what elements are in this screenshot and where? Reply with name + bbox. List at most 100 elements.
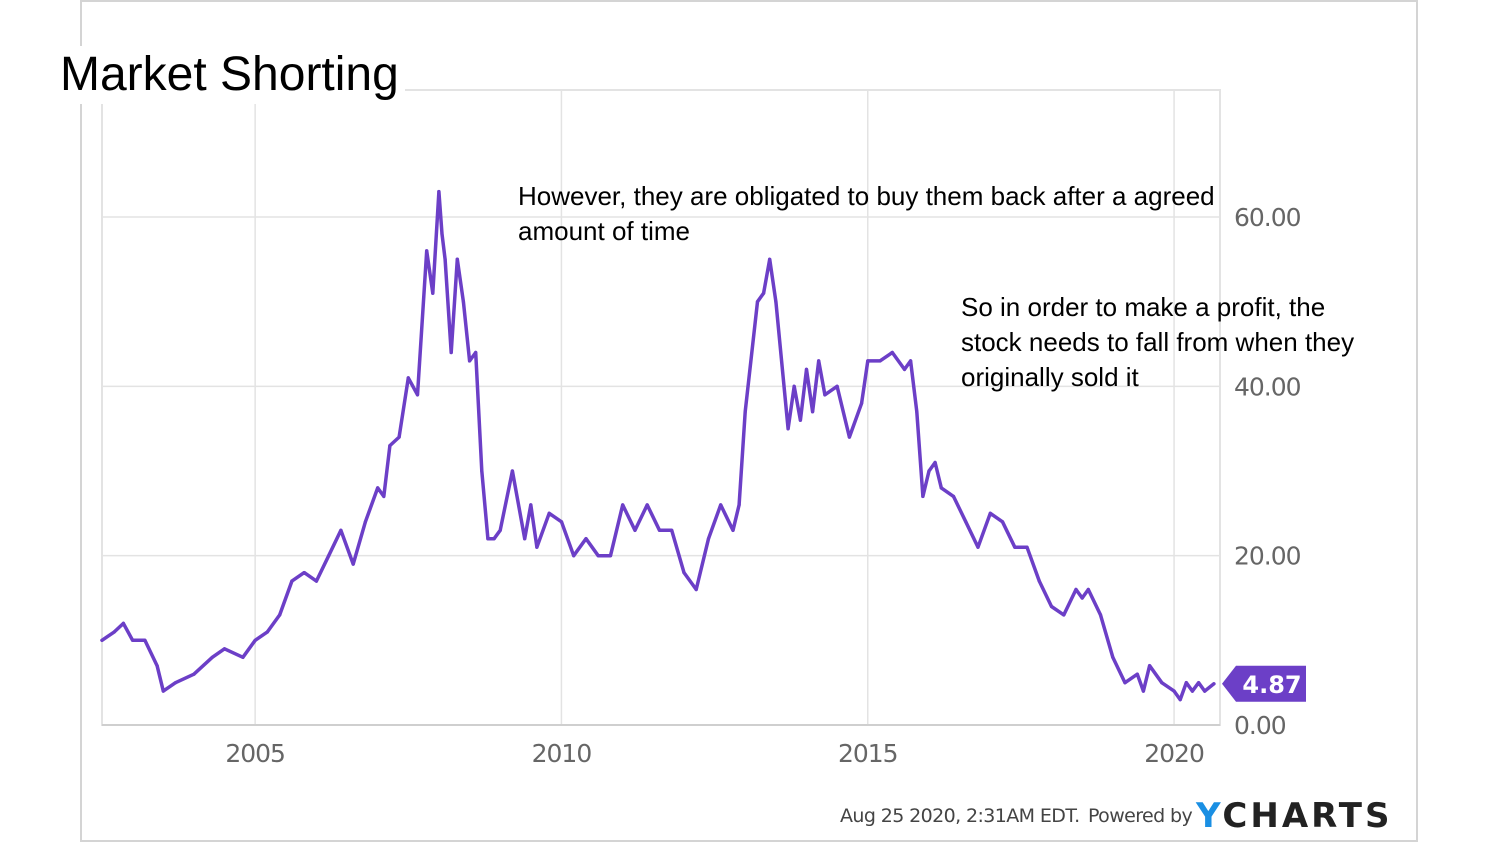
y-tick-label: 40.00	[1234, 372, 1301, 401]
x-axis-ticks: 2005 2010 2015 2020	[225, 739, 1205, 768]
series	[100, 189, 1216, 702]
last-value-badge: 4.87	[1222, 665, 1306, 702]
data-point	[431, 291, 435, 295]
data-point	[817, 359, 821, 363]
data-point	[290, 579, 294, 583]
data-point	[1037, 579, 1041, 583]
y-tick-label: 60.00	[1234, 203, 1301, 232]
x-tick-label: 2005	[225, 739, 285, 768]
data-point	[253, 638, 257, 642]
data-point	[1123, 681, 1127, 685]
footer-powered-by: Powered by	[1088, 805, 1193, 827]
data-point	[351, 562, 355, 566]
data-point	[798, 418, 803, 422]
data-point	[847, 435, 852, 439]
data-point	[1080, 596, 1084, 600]
plot-area	[101, 89, 1221, 726]
data-point	[792, 384, 796, 388]
data-point	[682, 571, 686, 575]
data-point	[933, 460, 937, 465]
x-tick-label: 2020	[1144, 739, 1204, 768]
data-point	[915, 410, 919, 414]
data-point	[835, 384, 839, 388]
data-point	[670, 528, 674, 532]
data-point	[1025, 545, 1029, 549]
data-point	[1178, 698, 1182, 702]
data-point	[902, 367, 907, 371]
data-point	[327, 554, 331, 558]
series-line	[100, 189, 1216, 702]
data-point	[1160, 681, 1164, 685]
data-point	[406, 376, 410, 380]
data-point	[121, 621, 125, 626]
data-point	[388, 444, 392, 448]
data-point	[155, 664, 159, 668]
last-value-badge-shape	[1222, 665, 1306, 702]
data-point	[976, 545, 980, 549]
data-point	[811, 410, 815, 414]
data-point	[572, 554, 576, 558]
data-point	[437, 190, 441, 194]
data-point	[743, 410, 747, 414]
chart-frame	[80, 0, 1418, 842]
last-value-label: 4.87	[1242, 671, 1301, 699]
data-point	[241, 655, 245, 659]
data-point	[964, 520, 968, 524]
data-point	[860, 401, 864, 405]
y-tick-label: 20.00	[1234, 542, 1301, 571]
data-point	[498, 528, 502, 532]
data-point	[455, 257, 459, 261]
data-point	[425, 249, 429, 253]
data-point	[510, 469, 514, 473]
data-point	[112, 630, 116, 634]
data-point	[1141, 689, 1145, 693]
data-point	[1013, 545, 1017, 549]
data-point	[1062, 613, 1066, 617]
data-point	[909, 359, 913, 363]
annotation-profit: So in order to make a profit, the stock …	[961, 292, 1355, 392]
data-point	[302, 571, 306, 575]
data-point	[1212, 682, 1216, 686]
data-point	[376, 486, 380, 490]
data-point	[657, 528, 662, 532]
data-point	[265, 630, 269, 634]
x-tick-label: 2010	[532, 739, 592, 768]
data-point	[222, 647, 227, 651]
data-point	[737, 503, 741, 507]
footer-timestamp: Aug 25 2020, 2:31AM EDT.	[840, 805, 1080, 827]
data-point	[823, 393, 827, 397]
data-point	[339, 528, 343, 532]
data-point	[1098, 613, 1103, 617]
data-point	[100, 638, 104, 642]
data-point	[878, 359, 882, 363]
data-point	[755, 300, 760, 304]
ycharts-logo-text: CHARTS	[1222, 796, 1393, 836]
y-axis-ticks: 0.00 20.00 40.00 60.00	[1234, 203, 1302, 740]
data-point	[621, 503, 625, 507]
data-point	[210, 655, 214, 659]
data-point	[492, 537, 496, 541]
data-point	[143, 638, 147, 642]
data-point	[1111, 655, 1115, 659]
data-point	[468, 359, 472, 363]
ycharts-logo[interactable]: YCHARTS	[1196, 796, 1392, 836]
data-point	[645, 503, 649, 507]
data-point	[535, 545, 539, 549]
data-point	[131, 638, 135, 642]
annotation-obligated: However, they are obligated to buy them …	[518, 181, 1215, 246]
data-point	[440, 232, 444, 236]
data-point	[706, 537, 711, 541]
data-point	[927, 469, 931, 473]
data-point	[192, 672, 196, 676]
data-point	[768, 257, 772, 261]
data-point	[314, 579, 318, 583]
data-point	[1172, 689, 1176, 693]
data-point	[529, 503, 533, 507]
data-point	[1197, 681, 1201, 685]
data-point	[1190, 689, 1194, 693]
data-point	[633, 528, 637, 532]
data-point	[1184, 681, 1188, 685]
data-point	[397, 435, 401, 439]
data-point	[443, 257, 447, 261]
